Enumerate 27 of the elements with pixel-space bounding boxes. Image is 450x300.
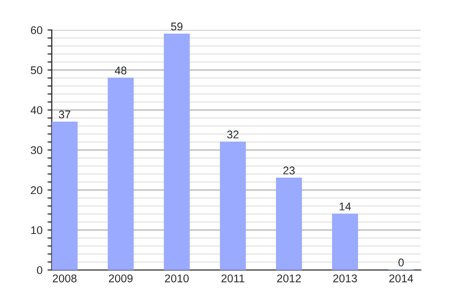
x-tick-label: 2010 [165, 274, 189, 282]
data-label: 59 [171, 22, 182, 30]
bar [332, 214, 358, 270]
y-tick-label: 60 [30, 26, 42, 34]
y-tick-label: 50 [30, 66, 42, 74]
y-tick-label: 0 [36, 266, 42, 274]
x-tick-label: 2011 [221, 274, 244, 282]
data-label: 14 [340, 202, 351, 210]
x-tick-label: 2012 [277, 274, 301, 282]
y-tick-label: 10 [31, 226, 42, 234]
y-tick-label: 30 [30, 146, 42, 154]
x-tick-label: 2014 [389, 274, 414, 282]
bar [108, 78, 134, 270]
data-label: 32 [227, 130, 239, 138]
x-tick-label: 2013 [333, 274, 357, 282]
y-tick-label: 20 [30, 186, 42, 194]
bar [164, 34, 190, 270]
data-label: 0 [398, 258, 404, 266]
bar [220, 142, 246, 270]
x-tick-label: 2008 [52, 274, 77, 282]
y-tick-label: 40 [30, 106, 42, 114]
x-tick-label: 2009 [108, 274, 133, 282]
data-label: 48 [114, 66, 126, 74]
data-label: 23 [283, 166, 295, 174]
bar [52, 122, 78, 270]
bar [276, 178, 302, 270]
data-label: 37 [58, 110, 70, 118]
